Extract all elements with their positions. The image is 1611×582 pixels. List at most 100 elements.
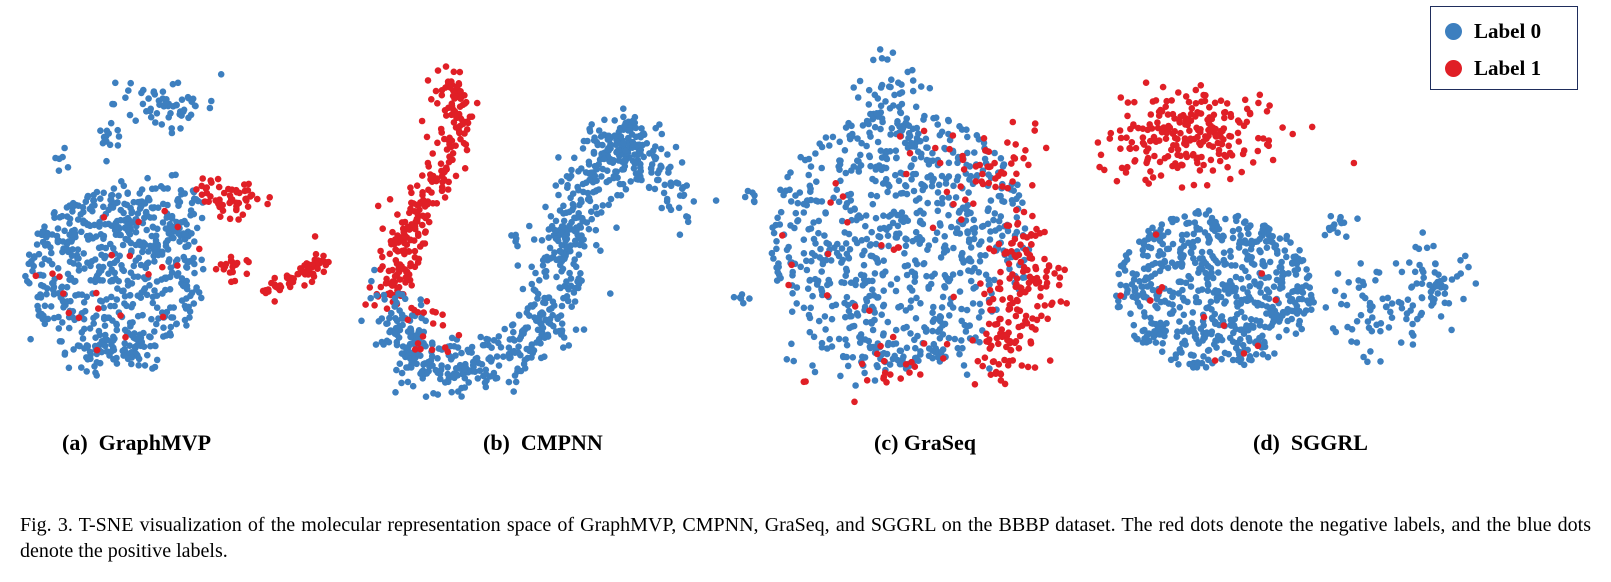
point-label-0 [987,197,995,204]
point-label-0 [560,210,567,217]
point-label-0 [975,136,983,143]
point-label-1 [325,258,332,266]
point-label-1 [824,250,832,258]
point-label-0 [67,297,74,305]
point-label-1 [145,271,152,278]
point-label-0 [550,322,557,330]
point-label-0 [1432,260,1439,267]
point-label-0 [949,271,957,278]
point-label-0 [788,340,795,348]
point-label-0 [1180,311,1188,319]
point-label-0 [108,192,115,199]
point-label-0 [430,390,437,397]
point-label-0 [63,283,71,291]
point-label-0 [541,334,548,342]
point-label-0 [1133,271,1140,278]
point-label-1 [401,239,408,247]
point-label-0 [71,230,79,237]
point-label-1 [1142,176,1149,184]
point-label-0 [579,145,587,152]
point-label-1 [999,183,1006,190]
point-label-0 [1191,219,1199,226]
point-label-0 [884,232,892,239]
point-label-1 [1177,129,1184,137]
point-label-0 [863,295,870,303]
point-label-0 [940,249,948,256]
point-label-1 [266,194,274,201]
point-label-0 [167,323,175,331]
point-label-1 [235,216,242,223]
point-label-0 [1237,275,1245,283]
point-label-0 [90,320,97,327]
point-label-0 [166,256,173,263]
point-label-0 [575,251,583,258]
point-label-0 [862,318,870,326]
point-label-0 [591,134,598,141]
point-label-0 [605,177,613,184]
point-label-0 [35,306,42,314]
point-label-0 [885,339,892,347]
point-label-0 [1194,361,1202,368]
point-label-0 [822,134,830,141]
point-label-0 [1220,249,1228,256]
point-label-0 [610,157,617,164]
point-label-1 [312,250,320,258]
point-label-0 [867,191,875,199]
point-label-1 [377,247,384,255]
point-label-0 [871,316,878,324]
point-label-0 [547,255,554,262]
point-label-0 [546,244,554,252]
point-label-0 [712,197,720,204]
point-label-0 [1144,275,1152,282]
point-label-1 [394,284,401,292]
point-label-1 [1034,302,1041,310]
point-label-0 [775,263,782,271]
point-label-0 [1247,245,1255,253]
point-label-0 [611,117,618,124]
point-label-0 [1435,271,1442,279]
point-label-1 [442,63,450,70]
point-label-0 [128,247,135,254]
point-label-0 [928,182,936,190]
point-label-0 [136,239,143,247]
point-label-0 [963,306,971,314]
point-label-0 [1287,239,1294,246]
point-label-0 [615,157,623,164]
point-label-1 [314,265,321,273]
point-label-0 [991,210,999,217]
point-label-0 [588,208,595,215]
point-label-0 [613,149,620,156]
point-label-0 [1388,314,1396,322]
point-label-0 [601,116,608,124]
point-label-0 [1151,270,1159,278]
point-label-0 [927,172,935,179]
point-label-1 [1216,157,1224,165]
point-label-0 [657,145,665,153]
point-label-1 [987,371,995,379]
point-label-0 [809,362,816,369]
point-label-0 [773,238,780,245]
point-label-0 [956,269,964,277]
point-label-1 [1131,98,1138,106]
point-label-1 [1017,241,1024,248]
point-label-0 [1373,321,1380,329]
point-label-0 [1211,310,1219,318]
point-label-0 [882,164,890,172]
point-label-0 [1239,341,1247,349]
point-label-1 [839,193,847,200]
point-label-0 [607,290,614,297]
point-label-0 [1215,225,1223,233]
point-label-0 [372,341,380,348]
point-label-0 [833,186,841,193]
point-label-0 [512,235,520,242]
point-label-0 [975,269,983,276]
point-label-0 [558,302,566,310]
point-label-0 [880,301,888,309]
point-label-0 [800,236,808,243]
point-label-1 [1181,140,1188,147]
point-label-0 [1207,264,1215,272]
point-label-0 [55,167,63,174]
point-label-0 [554,237,562,245]
point-label-0 [600,155,608,163]
point-label-0 [1419,229,1426,236]
